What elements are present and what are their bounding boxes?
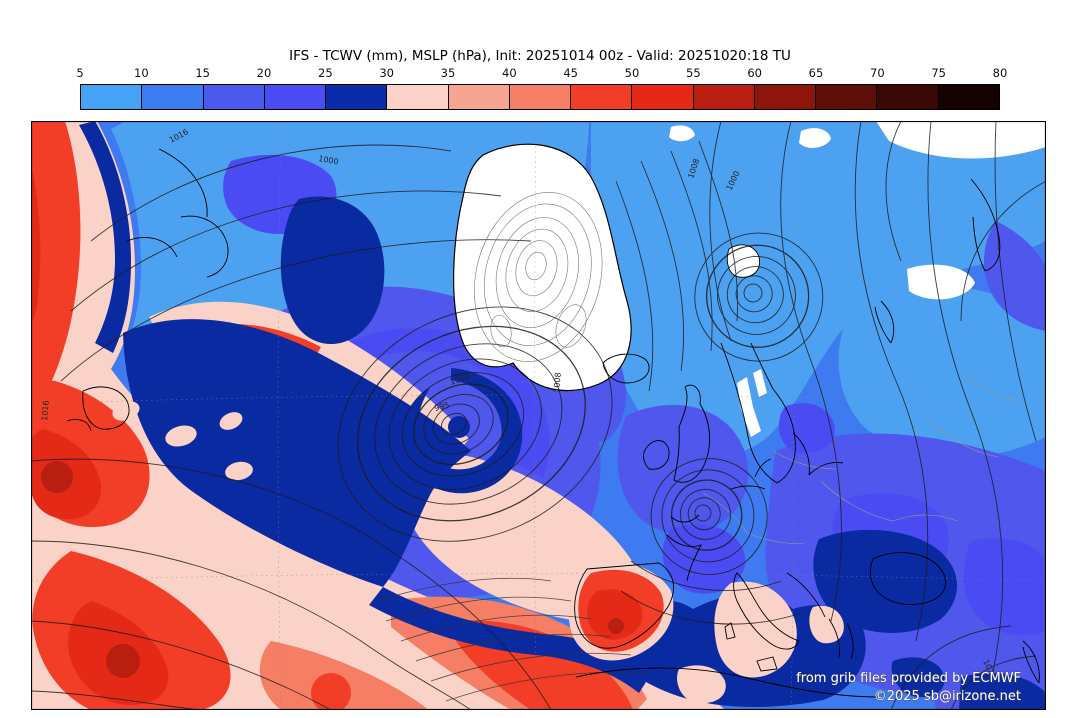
coastline-layer (66, 143, 1040, 698)
colorbar-tick-label: 35 (440, 66, 456, 80)
colorbar-segment (81, 85, 143, 109)
colorbar-segment (632, 85, 694, 109)
colorbar-segment (203, 85, 265, 109)
colorbar-segment (509, 85, 572, 109)
tcwv-fill-layer (31, 121, 1046, 713)
weather-map: 1016 1000 1008 1000 1008 1000 995 1024 1… (30, 120, 1047, 713)
colorbar-tick-label: 70 (870, 66, 885, 80)
colorbar-segment (816, 85, 878, 109)
pressure-label: 1000 (318, 154, 340, 166)
attribution-copyright: ©2025 sb@irizone.net (874, 689, 1021, 704)
colorbar-tick-label: 30 (379, 66, 394, 80)
colorbar-tick-row: 5 10 15 20 25 30 35 40 45 50 55 60 65 70… (76, 66, 1007, 82)
colorbar-tick-label: 50 (624, 66, 640, 80)
colorbar-tick-label: 25 (318, 66, 333, 80)
colorbar-segment (264, 85, 327, 109)
colorbar-tick-label: 20 (256, 66, 272, 80)
colorbar-segment (142, 85, 204, 109)
colorbar-segment (448, 85, 510, 109)
colorbar-segment (938, 85, 999, 109)
map-border (30, 120, 1047, 711)
colorbar-tick-label: 10 (134, 66, 149, 80)
attribution-ecmwf: from grib files provided by ECMWF (796, 671, 1021, 686)
chart-title: IFS - TCWV (mm), MSLP (hPa), Init: 20251… (289, 48, 791, 64)
border-layer (702, 370, 1028, 544)
colorbar-tick-label: 40 (502, 66, 517, 80)
pressure-label: 995 (433, 401, 450, 413)
colorbar-segment (754, 85, 817, 109)
pressure-label: 1016 (40, 400, 51, 421)
pressure-label: 1008 (552, 372, 563, 393)
colorbar-tick-label: 60 (747, 66, 762, 80)
colorbar-tick-label: 55 (686, 66, 701, 80)
colorbar-tick-label: 75 (931, 66, 946, 80)
colorbar-tick-label: 80 (992, 66, 1008, 80)
colorbar-segment (387, 85, 449, 109)
colorbar-segment (326, 85, 388, 109)
colorbar-tick-label: 5 (76, 66, 84, 80)
weather-map-svg: 1016 1000 1008 1000 1008 1000 995 1024 1… (30, 120, 1047, 713)
colorbar (80, 84, 1000, 110)
colorbar-segment (693, 85, 755, 109)
colorbar-segment (877, 85, 939, 109)
greenland-terrain-contours (474, 192, 603, 362)
colorbar-tick-label: 65 (808, 66, 824, 80)
colorbar-tick-label: 15 (195, 66, 210, 80)
colorbar-segment (571, 85, 633, 109)
colorbar-tick-label: 45 (563, 66, 578, 80)
attribution: from grib files provided by ECMWF ©2025 … (796, 671, 1022, 705)
